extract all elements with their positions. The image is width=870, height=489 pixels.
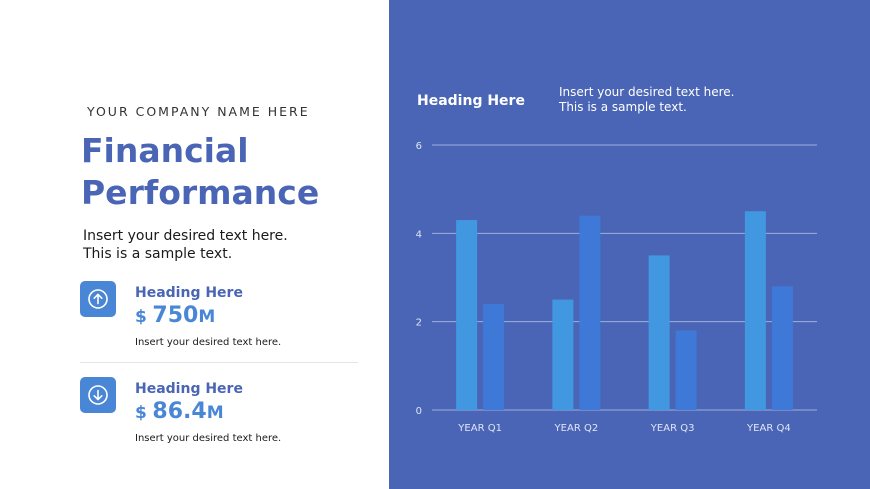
bar-series-1-1 (456, 220, 478, 410)
chart-heading: Heading Here (417, 93, 525, 109)
bar-series-2-3 (675, 330, 697, 410)
kpi-heading: Heading Here (135, 285, 243, 301)
y-tick-label: 2 (416, 318, 422, 329)
intro-line-2: This is a sample text. (83, 245, 233, 262)
kpi-description: Insert your desired text here. (135, 433, 282, 444)
kpi-value: $ 750M (135, 303, 215, 328)
kpi-card-1: Heading Here $ 750M Insert your desired … (80, 281, 370, 361)
kpi-value: $ 86.4M (135, 399, 224, 424)
kpi-unit: M (198, 307, 216, 327)
intro-text: Insert your desired text here. This is a… (83, 228, 343, 263)
x-tick-label: YEAR Q1 (457, 423, 502, 434)
kpi-heading: Heading Here (135, 381, 243, 397)
bar-series-2-4 (771, 286, 793, 410)
kpi-card-2: Heading Here $ 86.4M Insert your desired… (80, 377, 370, 457)
chart-subtext-line-1: Insert your desired text here. (559, 85, 735, 99)
arrow-up-circle-icon (80, 281, 116, 317)
kpi-number: 750 (152, 303, 199, 328)
title-line-2: Performance (81, 173, 320, 212)
kpi-description: Insert your desired text here. (135, 337, 282, 348)
bar-chart: 0 2 4 6 YEAR Q1 YEAR Q2 YEAR Q3 YEAR Q4 (416, 141, 817, 434)
x-tick-label: YEAR Q3 (650, 423, 695, 434)
bar-series-2-2 (579, 215, 601, 410)
chart-subtext-line-2: This is a sample text. (559, 100, 687, 114)
intro-line-1: Insert your desired text here. (83, 228, 288, 244)
left-panel: YOUR COMPANY NAME HERE Financial Perform… (0, 0, 389, 489)
kpi-currency: $ (135, 403, 147, 423)
y-tick-label: 4 (416, 229, 422, 240)
bar-series-1-4 (744, 211, 766, 410)
page-title: Financial Performance (81, 130, 381, 214)
bar-series-2-1 (483, 304, 505, 410)
bar-series-1-3 (648, 255, 670, 410)
kpi-number: 86.4 (152, 399, 207, 424)
bar-series-1-2 (552, 299, 574, 410)
title-line-1: Financial (81, 131, 249, 170)
y-tick-label: 6 (416, 141, 422, 152)
divider (80, 362, 358, 363)
x-tick-label: YEAR Q4 (746, 423, 791, 434)
chart-subtext: Insert your desired text here. This is a… (559, 85, 734, 115)
y-tick-label: 0 (416, 406, 422, 417)
kpi-currency: $ (135, 307, 147, 327)
arrow-down-circle-icon (80, 377, 116, 413)
x-tick-label: YEAR Q2 (554, 423, 599, 434)
kpi-unit: M (206, 403, 224, 423)
company-name: YOUR COMPANY NAME HERE (87, 104, 310, 119)
